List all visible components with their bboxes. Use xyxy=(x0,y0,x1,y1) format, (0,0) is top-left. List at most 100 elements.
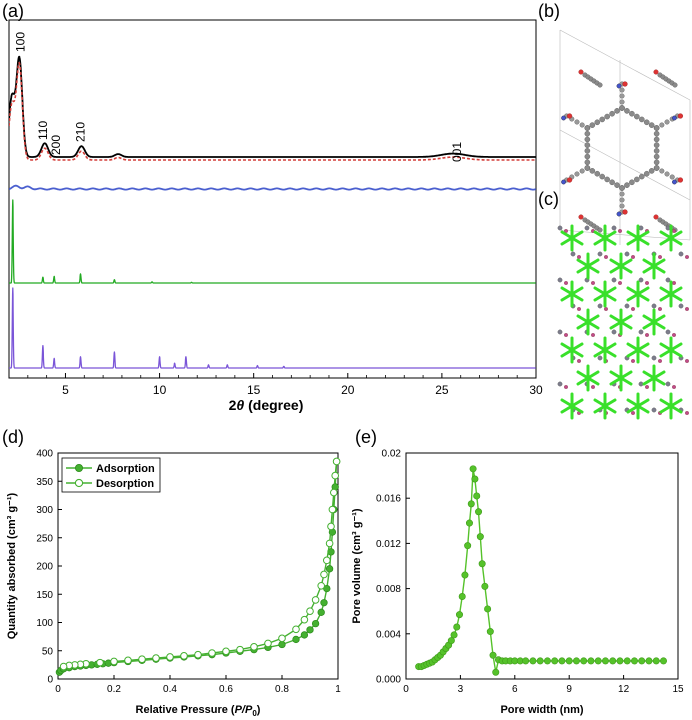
pore-y-tick-label: 0.004 xyxy=(376,629,401,640)
carbon-atom xyxy=(584,142,591,148)
carbon-atom xyxy=(638,173,645,180)
pore-volume-point xyxy=(623,657,631,665)
panel-label-e: (e) xyxy=(355,427,377,447)
pore-volume-line xyxy=(418,468,664,673)
oxygen-atom xyxy=(685,307,689,311)
carbon-atom xyxy=(619,203,625,209)
pore-plot-frame xyxy=(405,452,679,680)
oxygen-atom xyxy=(622,209,628,215)
pore-volume-point xyxy=(565,657,573,665)
pore-y-tick-label: 0.016 xyxy=(376,494,401,505)
oxygen-atom xyxy=(631,255,635,259)
pore-volume-point xyxy=(476,533,484,541)
oxygen-atom xyxy=(564,333,568,337)
carbon-atom xyxy=(659,168,665,174)
pore-volume-point xyxy=(543,657,551,665)
isotherm-y-tick-label: 200 xyxy=(36,562,53,573)
desorption-point xyxy=(306,607,314,616)
nitrogen-atom xyxy=(672,115,677,121)
desorption-point xyxy=(323,556,331,565)
carbon-atom xyxy=(653,136,660,143)
carbon-atom xyxy=(629,179,635,186)
desorption-point xyxy=(250,642,258,651)
isotherm-y-tick-label: 100 xyxy=(36,618,53,629)
oxygen-atom xyxy=(577,359,581,363)
oxygen-atom xyxy=(658,359,662,363)
desorption-point xyxy=(264,639,272,648)
isotherm-x-tick-label: 0.2 xyxy=(107,684,121,695)
pxrd-x-ticks: 5 10 15 20 25 30 xyxy=(27,373,543,397)
carbon-atom xyxy=(614,182,620,188)
pore-volume-point xyxy=(558,657,566,665)
carbon-atom xyxy=(659,122,665,128)
desorption-point xyxy=(331,471,340,480)
adsorption-point xyxy=(320,599,328,607)
desorption-point xyxy=(180,652,188,660)
adsorption-point xyxy=(278,640,286,649)
carbon-atom xyxy=(643,170,650,177)
desorption-point xyxy=(96,658,104,667)
desorption-point xyxy=(332,457,341,466)
isotherm-x-tick-label: 0.4 xyxy=(163,684,177,695)
desorption-point xyxy=(317,581,326,590)
oxygen-atom xyxy=(604,307,608,311)
pore-volume-point xyxy=(453,623,461,631)
pore-volume-point xyxy=(481,582,489,590)
framework-atom xyxy=(611,329,617,335)
pore-size-chart: 0 3 6 9 12 15 0.000 0.004 0.008 0.012 0.016 0.02 Po… xyxy=(351,449,684,717)
oxygen-atom xyxy=(577,307,581,311)
oxygen-atom xyxy=(577,255,581,259)
carbon-atom xyxy=(653,159,660,166)
carbon-atom xyxy=(609,110,615,117)
oxygen-atom xyxy=(645,281,649,285)
carbon-atom xyxy=(619,87,625,93)
oxygen-atom xyxy=(578,69,584,75)
pore-y-tick-label: 0.012 xyxy=(376,539,401,550)
framework-atom xyxy=(651,407,657,413)
nitrogen-atom xyxy=(561,179,566,185)
desorption-point xyxy=(278,634,286,643)
framework-atom xyxy=(665,381,671,387)
oxygen-atom xyxy=(685,359,689,363)
framework-atom xyxy=(638,329,644,335)
carbon-atom xyxy=(584,148,591,154)
framework-atom xyxy=(638,277,644,283)
desorption-point xyxy=(292,625,300,634)
carbon-atom xyxy=(619,105,625,111)
pore-volume-point xyxy=(486,628,494,636)
adsorption-point xyxy=(317,608,325,616)
carbon-atom xyxy=(664,119,670,125)
pxrd-plot-frame xyxy=(8,19,537,379)
pxrd-fitted-trace xyxy=(9,62,536,161)
pore-x-tick-label: 9 xyxy=(566,684,572,695)
carbon-atom xyxy=(669,174,675,180)
isotherm-x-tick-label: 0.6 xyxy=(219,684,233,695)
pxrd-difference-trace xyxy=(9,184,536,191)
framework-atom xyxy=(557,277,563,283)
pore-volume-point xyxy=(529,657,537,665)
framework-atom xyxy=(597,303,603,309)
oxygen-atom xyxy=(578,214,584,220)
pore-y-axis-label: Pore volume (cm³ g⁻¹) xyxy=(351,508,363,624)
nitrogen-atom xyxy=(561,115,566,121)
pxrd-tick-label: 10 xyxy=(153,383,167,397)
framework-atom xyxy=(665,329,671,335)
isotherm-y-tick-label: 300 xyxy=(36,505,53,516)
pxrd-peak-label: 210 xyxy=(74,122,88,142)
oxygen-atom xyxy=(658,307,662,311)
framework-atom xyxy=(611,225,617,231)
carbon-atom xyxy=(584,125,591,131)
isotherm-y-tick-label: 350 xyxy=(36,477,53,488)
desorption-point xyxy=(325,539,334,548)
pore-volume-point xyxy=(536,657,544,665)
carbon-atom xyxy=(597,82,603,88)
pxrd-peak-label: 001 xyxy=(450,142,464,162)
carbon-atom xyxy=(584,159,591,166)
carbon-atom xyxy=(648,168,655,174)
pxrd-experimental-trace xyxy=(9,55,536,158)
pxrd-tick-label: 25 xyxy=(435,383,449,397)
pore-volume-point xyxy=(587,657,595,665)
carbon-atom xyxy=(664,171,670,177)
framework-atom xyxy=(570,251,576,257)
